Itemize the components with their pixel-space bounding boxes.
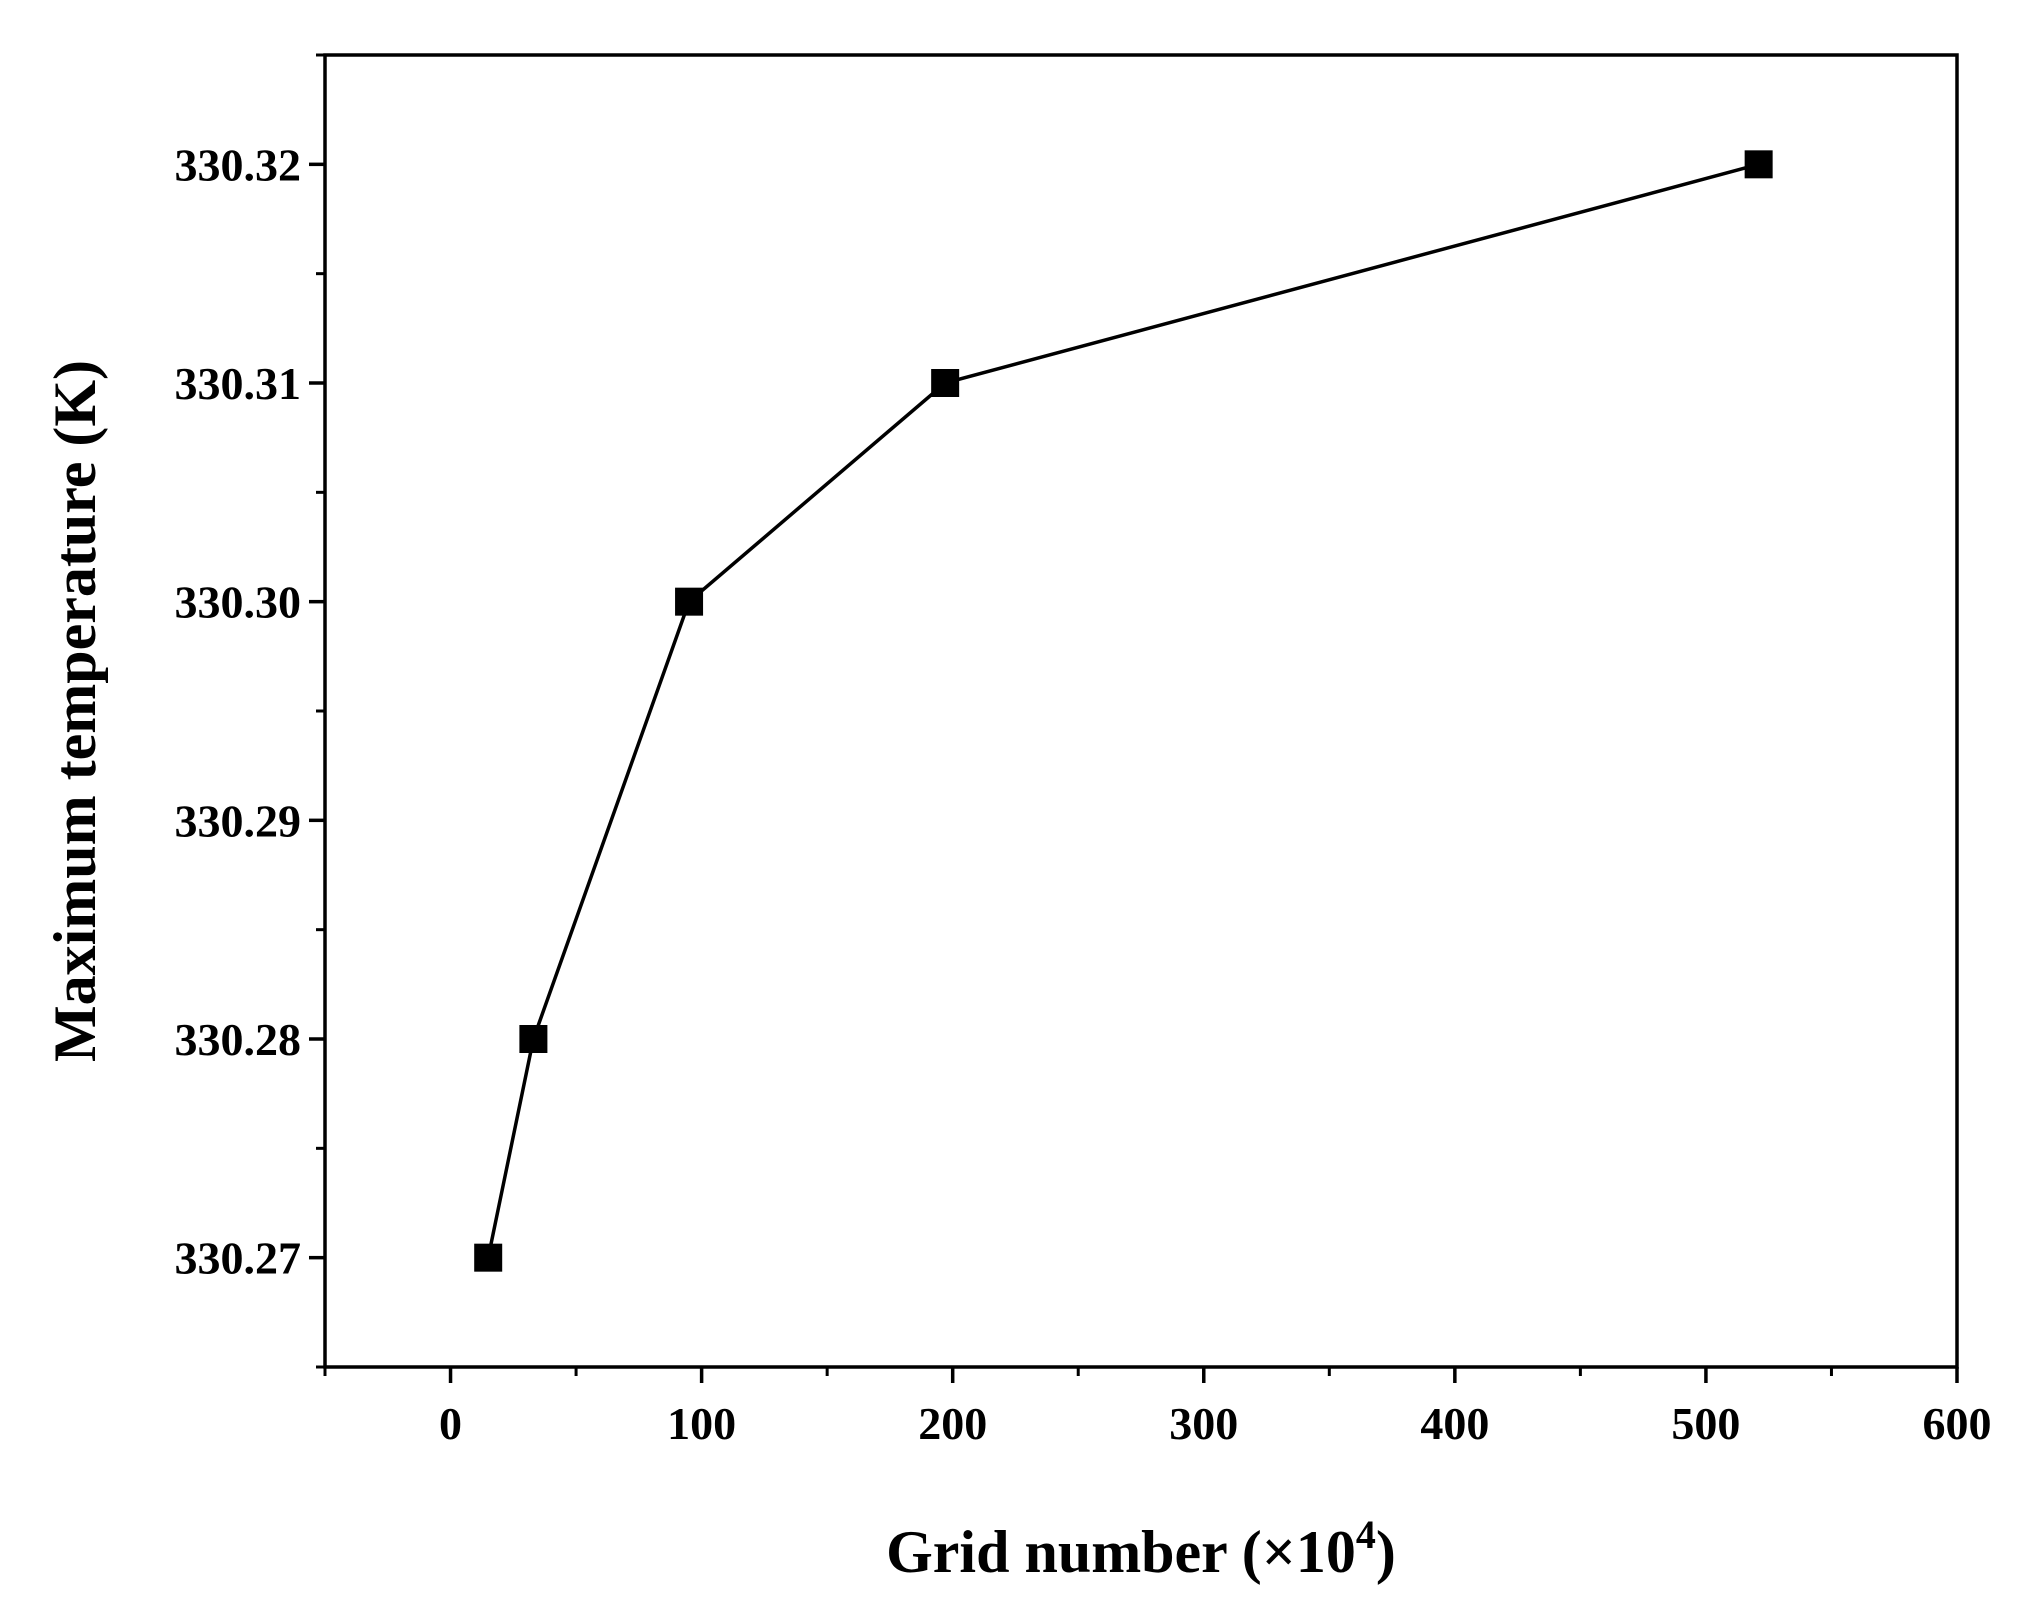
x-tick-label: 400 bbox=[1420, 1398, 1489, 1449]
minor-ticks bbox=[316, 53, 1833, 1376]
x-axis-title-superscript: 4 bbox=[1356, 1512, 1376, 1557]
x-tick-label: 100 bbox=[667, 1398, 736, 1449]
data-point-marker bbox=[1744, 150, 1773, 179]
series-layer bbox=[474, 150, 1773, 1272]
x-tick-label: 300 bbox=[1169, 1398, 1238, 1449]
x-axis-title: Grid number (×104) bbox=[886, 1512, 1396, 1585]
data-point-marker bbox=[675, 587, 704, 616]
y-tick-label: 330.32 bbox=[175, 139, 302, 190]
y-tick-label: 330.28 bbox=[175, 1014, 302, 1065]
y-tick-label: 330.27 bbox=[175, 1233, 302, 1284]
plot-frame bbox=[323, 53, 1959, 1369]
x-tick-label: 600 bbox=[1923, 1398, 1992, 1449]
x-axis-title-suffix: ) bbox=[1376, 1519, 1396, 1585]
x-axis-title-main: Grid number (×10 bbox=[886, 1519, 1356, 1585]
major-ticks bbox=[309, 162, 1959, 1383]
y-tick-label: 330.30 bbox=[175, 577, 302, 628]
data-point-marker bbox=[474, 1243, 503, 1272]
data-point-marker bbox=[519, 1025, 548, 1053]
series-line bbox=[486, 162, 1760, 1259]
x-tick-label: 0 bbox=[439, 1398, 462, 1449]
y-tick-label: 330.31 bbox=[175, 358, 302, 409]
x-tick-label: 200 bbox=[918, 1398, 987, 1449]
x-tick-label: 500 bbox=[1671, 1398, 1740, 1449]
tick-labels: 330.27 330.28 330.29 330.30 330.31 330.32 0 100… bbox=[175, 139, 1992, 1449]
data-point-marker bbox=[931, 369, 960, 397]
y-axis-title: Maximum temperature (K) bbox=[42, 360, 108, 1062]
y-tick-label: 330.29 bbox=[175, 795, 302, 846]
